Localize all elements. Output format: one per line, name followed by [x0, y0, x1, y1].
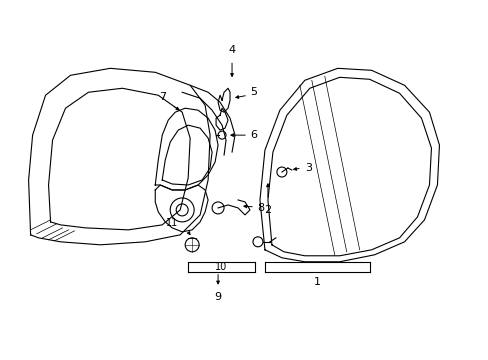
Text: 11: 11	[165, 218, 178, 228]
Text: 3: 3	[304, 163, 311, 173]
Text: 4: 4	[228, 45, 235, 55]
Text: 7: 7	[158, 92, 165, 102]
Text: 9: 9	[214, 292, 221, 302]
Text: 6: 6	[249, 130, 257, 140]
Text: 2: 2	[264, 205, 271, 215]
Text: 8: 8	[256, 203, 264, 213]
Text: 5: 5	[249, 87, 257, 97]
Text: 10: 10	[215, 262, 227, 272]
Text: 1: 1	[314, 277, 321, 287]
